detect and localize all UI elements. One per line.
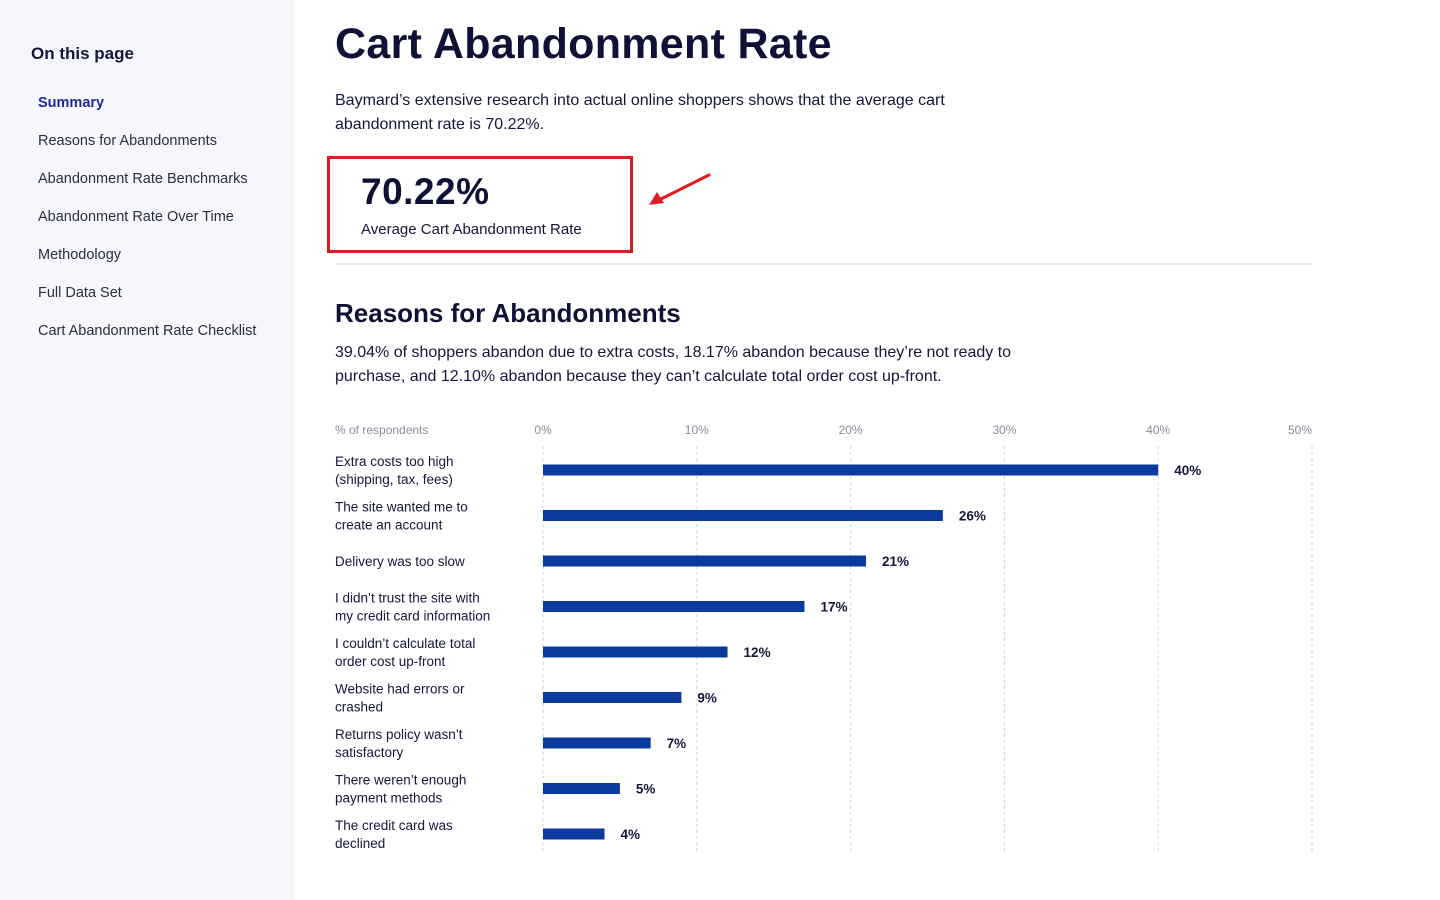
tick-label: 20% — [839, 423, 863, 437]
value-label: 17% — [820, 600, 847, 615]
stat-value: 70.22% — [361, 171, 490, 212]
category-label: Returns policy wasn’t satisfactory — [335, 727, 463, 760]
bar — [543, 555, 866, 567]
bar — [543, 737, 651, 749]
axis-title: % of respondents — [335, 423, 428, 437]
value-label: 4% — [621, 827, 641, 842]
stat-label: Average Cart Abandonment Rate — [361, 221, 582, 238]
value-label: 21% — [882, 554, 909, 569]
category-label: Extra costs too high (shipping, tax, fees… — [335, 454, 454, 487]
toc-item-full-data-set[interactable]: Full Data Set — [38, 285, 122, 301]
section-divider — [335, 263, 1312, 265]
toc-item-summary[interactable]: Summary — [38, 95, 105, 111]
value-label: 5% — [636, 782, 656, 797]
intro-text: Baymard’s extensive research into actual… — [335, 92, 945, 133]
bar — [543, 464, 1159, 476]
section-title: Reasons for Abandonments — [335, 298, 681, 328]
toc-item-over-time[interactable]: Abandonment Rate Over Time — [38, 209, 234, 225]
toc-item-checklist[interactable]: Cart Abandonment Rate Checklist — [38, 323, 257, 339]
toc-item-methodology[interactable]: Methodology — [38, 247, 122, 263]
toc-item-benchmarks[interactable]: Abandonment Rate Benchmarks — [38, 171, 248, 187]
bar — [543, 601, 805, 612]
stat-highlight-box: 70.22% Average Cart Abandonment Rate — [327, 156, 633, 253]
page-title: Cart Abandonment Rate — [335, 20, 832, 68]
category-label: Delivery was too slow — [335, 554, 465, 569]
annotation-arrow-icon — [649, 173, 711, 205]
category-label: The site wanted me to create an account — [335, 500, 468, 533]
toc-list: Summary Reasons for Abandonments Abandon… — [38, 92, 268, 358]
tick-label: 10% — [685, 423, 709, 437]
section-description: 39.04% of shoppers abandon due to extra … — [335, 344, 1012, 385]
bar — [543, 692, 682, 703]
value-label: 40% — [1174, 463, 1201, 478]
value-label: 7% — [667, 736, 687, 751]
category-label: There weren’t enough payment methods — [335, 773, 466, 806]
bar — [543, 783, 620, 794]
value-label: 12% — [744, 645, 771, 660]
toc-heading: On this page — [31, 44, 134, 63]
reasons-bar-chart: % of respondents 0% 10% 20% 30% 40% 50% Extra c… — [335, 423, 1313, 852]
tick-label: 40% — [1146, 423, 1170, 437]
category-label: The credit card was declined — [335, 818, 453, 851]
category-label: I couldn’t calculate total order cost up-… — [335, 636, 475, 669]
bar — [543, 646, 728, 658]
bar — [543, 510, 943, 521]
tick-label: 50% — [1288, 423, 1312, 437]
sidebar-toc: On this page Summary Reasons for Abandon… — [0, 0, 294, 900]
category-label: Website had errors or crashed — [335, 682, 465, 715]
value-label: 9% — [697, 691, 717, 706]
value-label: 26% — [959, 509, 986, 524]
bar — [543, 828, 605, 840]
toc-item-reasons[interactable]: Reasons for Abandonments — [38, 133, 217, 149]
tick-label: 0% — [534, 423, 552, 437]
category-label: I didn’t trust the site with my credit ca… — [335, 591, 490, 624]
tick-label: 30% — [992, 423, 1016, 437]
